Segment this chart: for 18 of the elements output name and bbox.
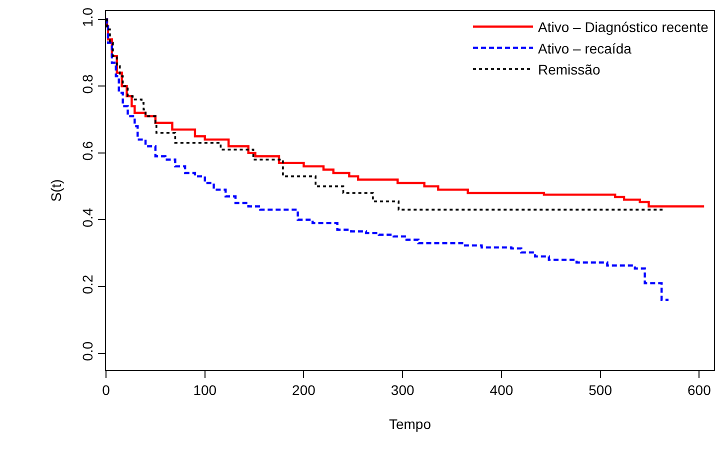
x-tick-label: 300 [390,382,414,398]
y-tick-label: 0.8 [79,74,96,94]
x-tick-label: 600 [687,382,712,398]
legend-label: Ativo – Diagnóstico recente [538,19,709,36]
legend-label: Ativo – recaída [538,40,632,56]
y-tick-label: 0.6 [79,140,96,161]
x-tick-label: 100 [193,382,217,398]
legend-label: Remissão [538,61,600,78]
x-tick-label: 200 [292,382,316,398]
y-tick-label: 1.0 [79,7,96,27]
y-axis-title: S(t) [48,179,64,202]
x-tick-label: 400 [490,382,514,398]
y-tick-label: 0.0 [79,341,96,361]
x-axis-title: Tempo [388,416,432,432]
x-tick-label: 0 [102,382,110,398]
y-tick-label: 0.4 [79,208,96,228]
x-tick-label: 500 [588,382,612,398]
y-tick-label: 0.2 [79,274,96,294]
